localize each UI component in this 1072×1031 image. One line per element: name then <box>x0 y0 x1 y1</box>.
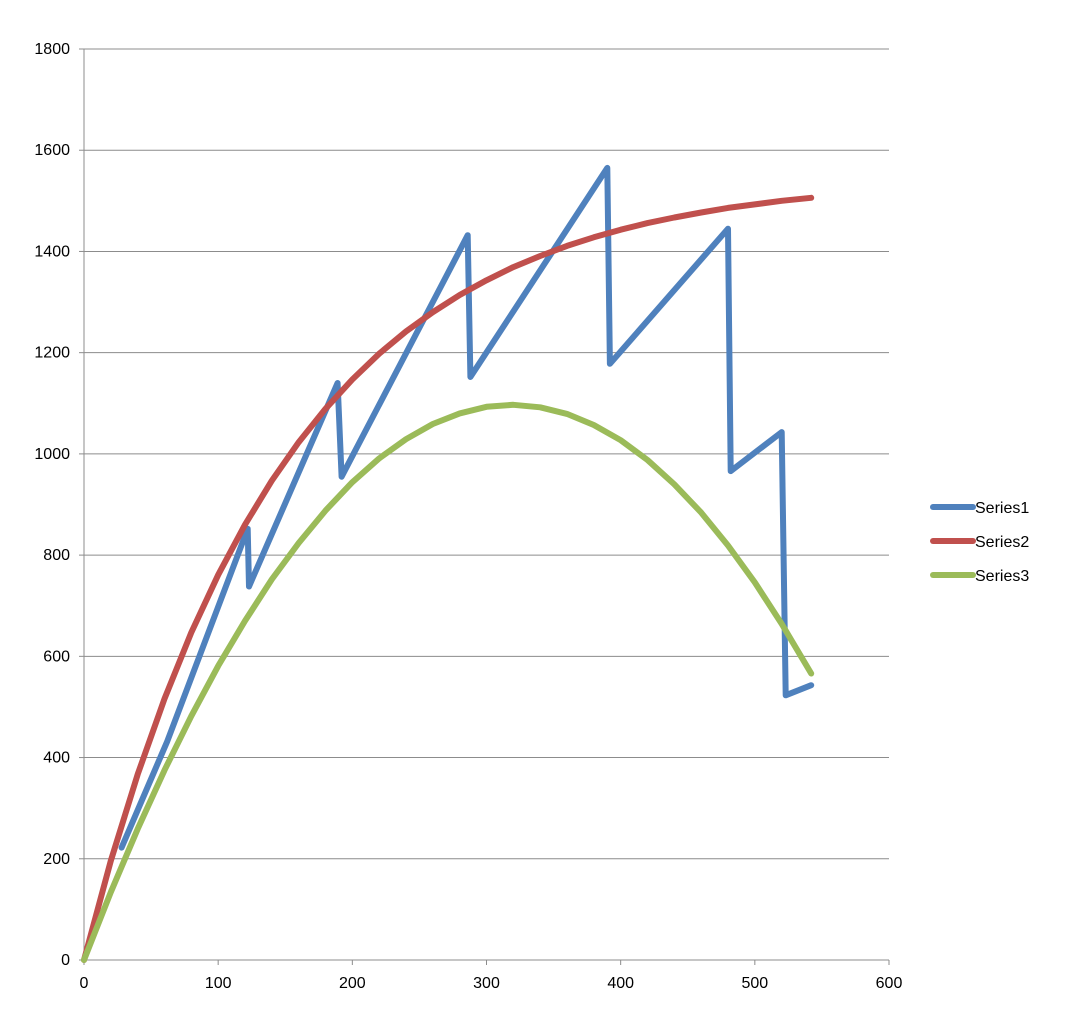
y-tick-label: 600 <box>43 648 70 665</box>
x-tick-label: 300 <box>473 975 500 992</box>
series-line-3 <box>81 401 815 963</box>
legend-label-1: Series1 <box>975 500 1029 517</box>
y-tick-label: 800 <box>43 547 70 564</box>
y-tick-label: 0 <box>61 952 70 969</box>
axes <box>79 48 890 965</box>
y-tick-label: 200 <box>43 851 70 868</box>
legend-label-3: Series3 <box>975 568 1029 585</box>
x-tick-label: 500 <box>741 975 768 992</box>
x-tick-label: 100 <box>205 975 232 992</box>
series-line-2 <box>81 194 815 963</box>
x-tick-label: 200 <box>339 975 366 992</box>
series-line-1 <box>118 164 815 851</box>
x-axis-tick-labels: 0 100 200 300 400 500 600 <box>80 975 903 992</box>
x-tick-label: 600 <box>876 975 903 992</box>
legend-label-2: Series2 <box>975 534 1029 551</box>
y-tick-label: 1600 <box>34 142 70 159</box>
x-tick-label: 0 <box>80 975 89 992</box>
legend: Series1 Series2 Series3 <box>930 500 1029 585</box>
gridlines <box>84 48 889 860</box>
y-tick-label: 1000 <box>34 446 70 463</box>
y-axis-tick-labels: 0 200 400 600 800 1000 1200 1400 1600 1800 <box>34 41 70 969</box>
x-tick-label: 400 <box>607 975 634 992</box>
y-tick-label: 1400 <box>34 243 70 260</box>
y-tick-label: 1800 <box>34 41 70 58</box>
y-tick-label: 400 <box>43 750 70 767</box>
y-tick-label: 1200 <box>34 345 70 362</box>
plot-series <box>81 164 815 963</box>
